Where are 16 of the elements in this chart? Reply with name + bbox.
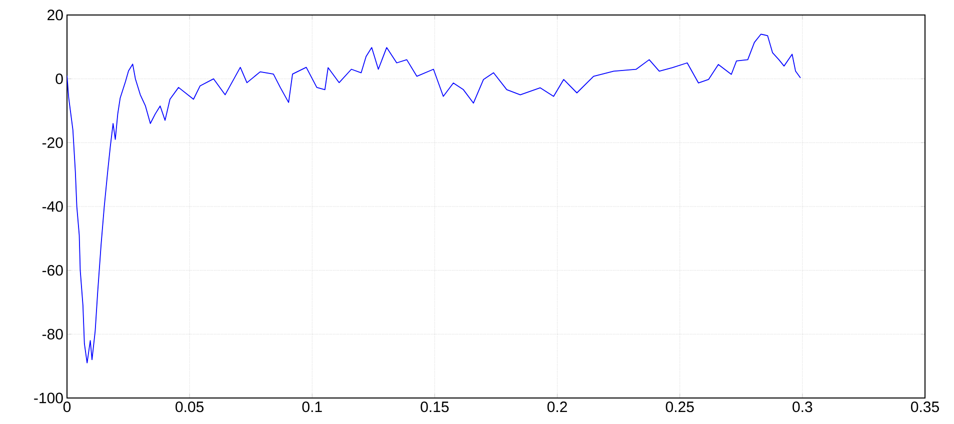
- x-tick-label: 0.3: [792, 402, 812, 412]
- x-tick-label: 0: [63, 402, 71, 412]
- x-tick-label: 0.25: [666, 402, 694, 412]
- line-series: [67, 34, 801, 364]
- x-tick-label: 0.05: [176, 402, 204, 412]
- y-tick-label: 0: [56, 74, 63, 84]
- y-tick-label: -20: [42, 137, 63, 148]
- x-tick-label: 0.2: [547, 402, 567, 412]
- y-tick-label: -60: [42, 265, 63, 276]
- y-tick-label: -80: [42, 328, 63, 340]
- x-tick-label: 0.1: [302, 402, 322, 412]
- y-tick-label: -40: [42, 201, 63, 212]
- y-tick-label: -100: [34, 392, 63, 404]
- x-tick-label: 0.15: [420, 402, 449, 412]
- x-tick-label: 0.35: [910, 402, 939, 412]
- y-tick-label: 20: [48, 10, 63, 20]
